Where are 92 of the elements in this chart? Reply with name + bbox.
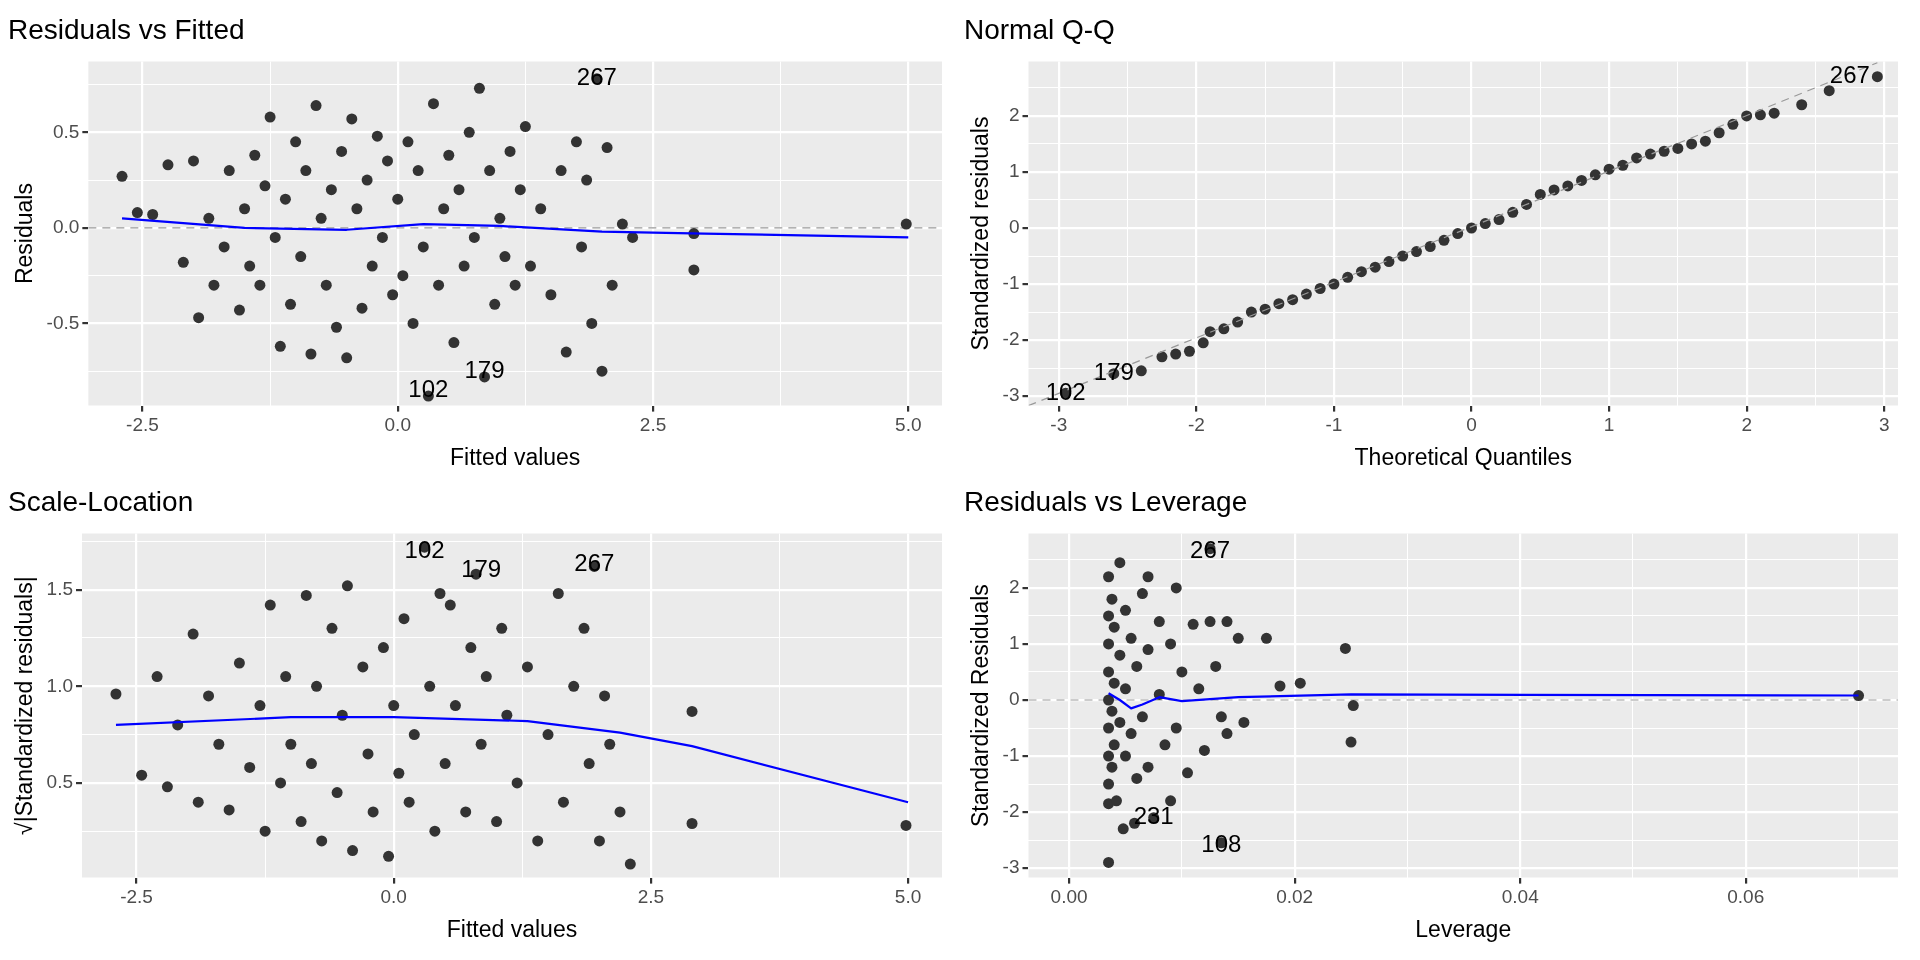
point: [1383, 256, 1395, 268]
point: [1197, 337, 1209, 349]
x-tick-label: -1: [1325, 414, 1343, 436]
y-tick-label: 1.5: [46, 577, 74, 599]
y-axis-title: Standardized Residuals: [967, 584, 994, 828]
y-tick-label: 1: [1008, 632, 1020, 654]
x-tick-label: 0.06: [1727, 886, 1765, 908]
point: [1342, 271, 1354, 283]
chart-title: Scale-Location: [8, 485, 194, 517]
point: [1183, 345, 1195, 357]
x-tick-label: 2.5: [637, 886, 665, 908]
point: [1658, 145, 1670, 157]
x-axis-title: Fitted values: [449, 443, 581, 470]
point: [1713, 127, 1725, 139]
x-tick-label: 1: [1603, 414, 1615, 436]
point: [1699, 135, 1711, 147]
point: [1823, 85, 1835, 97]
point: [1424, 240, 1436, 252]
point: [1576, 174, 1588, 186]
annotation: 179: [1093, 358, 1134, 386]
point: [1135, 365, 1147, 377]
x-tick-label: 2.5: [639, 414, 667, 436]
y-tick-label: -2: [1002, 800, 1020, 822]
x-tick-label: 0.04: [1501, 886, 1540, 908]
annotation: 179: [461, 554, 502, 582]
point: [1170, 348, 1182, 360]
point: [1686, 138, 1698, 150]
chart-title: Residuals vs Leverage: [964, 485, 1248, 517]
point: [1369, 261, 1381, 273]
y-tick-label: -1: [1002, 744, 1020, 766]
x-tick-label: 0.00: [1050, 886, 1088, 908]
point: [1603, 163, 1615, 175]
y-tick-label: 2: [1008, 104, 1020, 126]
x-tick-label: -3: [1050, 414, 1068, 436]
x-axis-title: Leverage: [1415, 915, 1512, 942]
point: [1534, 188, 1546, 200]
y-tick-label: 0: [1008, 688, 1020, 710]
annotation: 231: [1133, 802, 1174, 830]
y-tick-label: -3: [1002, 384, 1020, 406]
point: [1397, 250, 1409, 262]
point: [1754, 109, 1766, 121]
y-tick-label: 0.5: [46, 771, 74, 793]
y-tick-label: -2: [1002, 328, 1020, 350]
y-tick-label: 1: [1008, 160, 1020, 182]
annotation: 267: [1190, 536, 1231, 564]
point: [1871, 71, 1883, 83]
y-tick-label: -3: [1002, 856, 1020, 878]
point: [1204, 326, 1216, 338]
point: [1768, 107, 1780, 119]
chart-title: Normal Q-Q: [964, 13, 1115, 45]
annotation: 102: [1045, 377, 1086, 405]
point: [1438, 234, 1450, 246]
point: [1631, 152, 1643, 164]
y-tick-label: 0: [1008, 216, 1020, 238]
x-tick-label: -2: [1187, 414, 1205, 436]
annotation: 267: [574, 549, 615, 577]
x-tick-label: 5.0: [894, 886, 922, 908]
y-axis-title: Residuals: [11, 183, 38, 285]
x-tick-label: 0.0: [384, 414, 411, 436]
y-tick-label: 0.5: [52, 120, 80, 142]
x-tick-label: -2.5: [126, 414, 159, 436]
y-tick-label: -0.5: [46, 311, 80, 333]
x-axis-title: Fitted values: [446, 915, 578, 942]
y-tick-label: 2: [1008, 576, 1020, 598]
y-axis-title: Standardized residuals: [967, 116, 994, 351]
x-tick-label: 0.02: [1276, 886, 1314, 908]
x-tick-label: 0.0: [380, 886, 407, 908]
y-tick-label: 1.0: [46, 674, 74, 696]
annotation: 267: [576, 63, 617, 91]
x-tick-label: 5.0: [895, 414, 922, 436]
point: [1410, 246, 1422, 258]
point: [1796, 99, 1808, 111]
x-axis-title: Theoretical Quantiles: [1354, 443, 1572, 470]
point: [1589, 169, 1601, 181]
y-tick-label: 0.0: [52, 216, 80, 238]
x-tick-label: 3: [1878, 414, 1890, 436]
annotation: 102: [408, 374, 449, 402]
point: [1355, 266, 1367, 278]
point: [1617, 159, 1629, 171]
x-tick-label: 2: [1741, 414, 1752, 436]
annotation: 267: [1829, 61, 1870, 89]
x-tick-label: 0: [1466, 414, 1477, 436]
chart-title: Residuals vs Fitted: [8, 13, 245, 45]
annotation: 179: [464, 355, 505, 383]
point: [1672, 142, 1684, 154]
x-tick-label: -2.5: [120, 886, 153, 908]
point: [1452, 228, 1464, 240]
annotation: 102: [404, 535, 445, 563]
y-axis-title: √|Standardized residuals|: [11, 576, 38, 835]
point: [1644, 148, 1656, 160]
annotation: 108: [1201, 830, 1242, 858]
y-tick-label: -1: [1002, 272, 1020, 294]
